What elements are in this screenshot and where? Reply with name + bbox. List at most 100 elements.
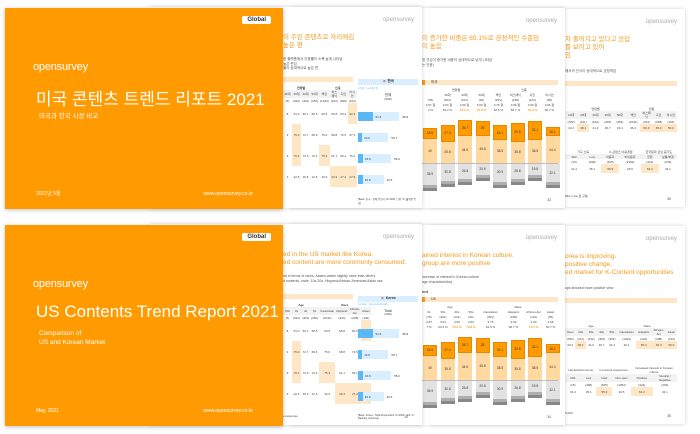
bar-total-value: 55.2 [394, 157, 400, 161]
report-cover[interactable]: Global opensurvey US Contents Trend Report… [5, 225, 283, 426]
table-cell: 50.0 [664, 124, 677, 132]
group-header: 연령별 [451, 87, 461, 92]
table-cell: 26.5 [627, 166, 633, 171]
sample-size-row: (5) (542) (403) (352) (1044) (324) (298) (194) [283, 315, 371, 320]
sample-size: (40) [468, 314, 474, 319]
table-cell: 31.4 [569, 389, 576, 394]
table-cell: 50.5 [311, 111, 318, 116]
bar-segment: 26.8 [510, 162, 525, 180]
column-header: 40s [596, 328, 607, 336]
sample-size: (194) [348, 98, 356, 103]
bar-first [358, 133, 363, 142]
column-header: 0s [427, 309, 431, 314]
bar-total-value: 50.7 [391, 353, 398, 357]
bar-segment [510, 182, 525, 186]
page-title: 이 주된 콘텐츠로 자리매김 높은 편 [283, 34, 354, 50]
table-cell: 72.7 [302, 349, 309, 354]
sample-size: (101) [528, 97, 536, 102]
column-header-row: Mid Low 이용자 비이용자 긍정 보통/부정 [565, 154, 677, 159]
opensurvey-logo: opensurvey [382, 17, 414, 23]
sample-size: (1044) [322, 315, 332, 320]
table-cell: 62.3 [347, 103, 357, 124]
table-cell: 36.1 [630, 126, 637, 130]
bar-segment: 35.9 [423, 379, 437, 402]
data-table: 연령별 인종 20대 30대 40대 50대 백인 히스패닉 흑인 아시안 (5) (542) (403… [283, 85, 357, 187]
global-badge: Global [242, 16, 271, 24]
subtitle-line: US and Korean Market [39, 339, 106, 346]
table-cell: 69.6 [311, 132, 318, 137]
positive-percent: 63.2 % [442, 107, 453, 112]
page4-visible: orea is improving. positive change, ed mar… [565, 226, 685, 424]
mean-score: 3.67 점 [425, 102, 436, 107]
table-cell: 50.3 [635, 341, 652, 349]
sample-size: (201) [443, 97, 451, 102]
mean-score: 3.69 점 [527, 102, 538, 107]
bar-total-value: 68.9 [402, 115, 409, 119]
page-description: increase of interest in Korean culture ag… [422, 275, 479, 284]
global-badge: Global [242, 233, 271, 241]
sample-size: (40) [478, 97, 485, 102]
table-cell: 75.2 [349, 153, 356, 158]
cover-url[interactable]: www.opensurvey.co.kr [203, 408, 253, 414]
sample-size: (298) [655, 336, 663, 341]
table-cell: 32.4 [616, 126, 623, 130]
report-cover[interactable]: Global opensurvey 미국 콘텐츠 트렌드 리포트 2021 미국과 한… [5, 8, 283, 209]
sample-size: (201) [439, 314, 447, 319]
bar-segment [545, 182, 560, 186]
bar-first [358, 329, 374, 338]
desc-line: 는 인종) [422, 62, 434, 67]
table-cell: 76.4 [292, 145, 302, 166]
group-header: 인종 [335, 85, 341, 90]
korea-label: 🇰🇷 Korea [358, 296, 418, 302]
bar-segment: 24.1 [493, 125, 507, 140]
table-cell: 50.1 [302, 328, 309, 333]
column-header: 긍정 [640, 154, 659, 159]
column-header: 히스패닉 [509, 92, 521, 97]
bar-total-value: 68.9 [402, 332, 409, 336]
stacked-bar: 25 45.8 20.6 [475, 120, 490, 182]
section-band [283, 77, 353, 82]
bar-segment [458, 396, 472, 400]
column-header: 50대 [478, 92, 485, 97]
bar-segment [528, 394, 542, 398]
column-header-row: 0s 30s 40s 50s Caucasian Hispanic African-Am As… [422, 309, 558, 314]
group-header: Race [643, 323, 651, 328]
bar-segment: 27.4 [440, 125, 455, 142]
column-header: 30대 [589, 111, 602, 119]
bar-first-value: 15.9 [364, 395, 371, 399]
bar-segment [545, 399, 560, 403]
sample-size: (422) [638, 382, 646, 387]
column-header: 4s [301, 307, 311, 315]
table-cell: 3 [286, 391, 289, 396]
column-header: African-Am [651, 328, 666, 336]
table-cell: 43.2 [568, 126, 575, 130]
table-cell: 72.5 [302, 370, 309, 375]
group-header: Age [588, 323, 594, 328]
opensurvey-logo: opensurvey [33, 61, 88, 73]
cover-url[interactable]: www.opensurvey.co.kr [203, 191, 253, 197]
bar-segment: 30.8 [510, 123, 525, 142]
column-header: 50s [606, 328, 618, 336]
column-header: 5s [310, 307, 320, 315]
sample-size: (291) [494, 97, 502, 102]
bar-total [358, 175, 384, 184]
bar-total [358, 154, 392, 163]
table-cell: 36.7 [598, 343, 605, 347]
sample-size: (158) [510, 314, 518, 319]
title-line: 차 줄어지고 있다고 응답 [565, 36, 631, 43]
column-header: Low [583, 154, 602, 159]
table-cell: 34.1 [665, 166, 671, 171]
sample-size: (542) [293, 315, 301, 320]
positive-percent: 7 % [426, 324, 432, 329]
sample-size: (324) [338, 315, 346, 320]
mean-score-row: 3.67 점 3.64 점 3.69 점 3.63 점 3.76 점 3.69 점 3.69… [422, 102, 558, 107]
table-cell: 50.5 [311, 328, 318, 333]
bar-segment [528, 174, 542, 178]
page-title: orea is improving. positive change, ed mar… [565, 253, 673, 277]
column-header: Hispanic [507, 309, 520, 314]
sample-size: (158) [511, 97, 519, 102]
bar-segment [475, 175, 490, 179]
bar-segment: 32.1 [528, 337, 542, 357]
table-cell: 45.3 [652, 124, 665, 132]
sample-size: (206) [664, 159, 672, 164]
